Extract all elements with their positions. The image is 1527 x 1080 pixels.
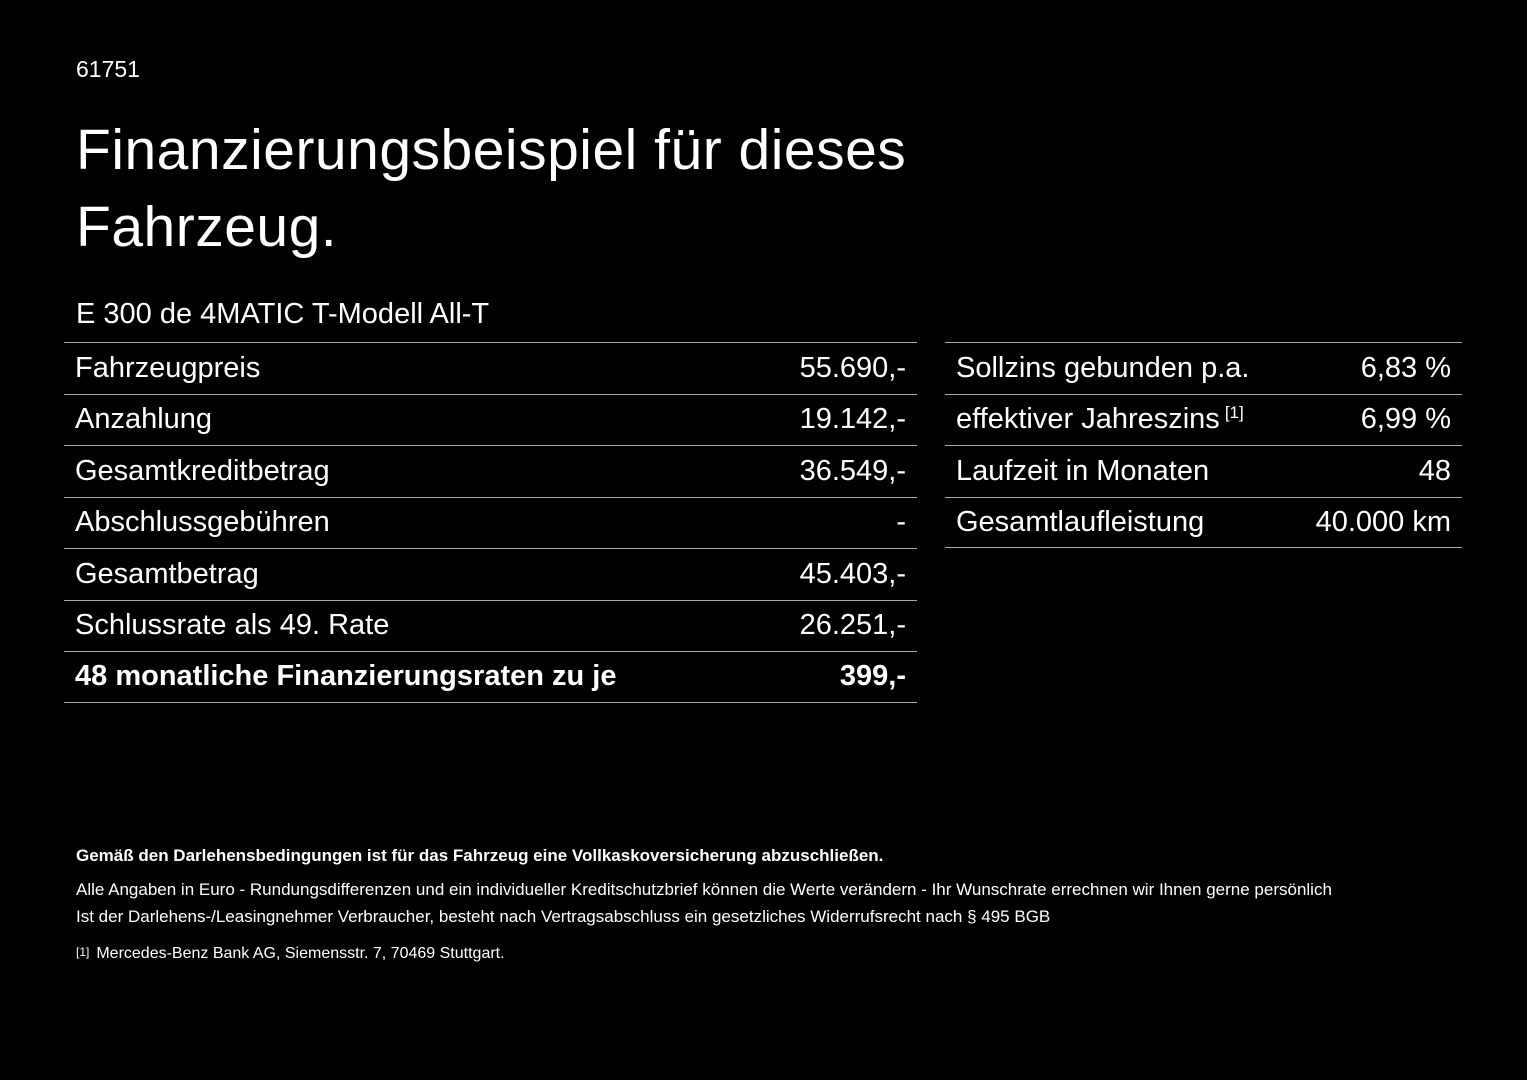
footnote-marker: [1]: [76, 945, 90, 959]
row-value: 48: [1418, 454, 1451, 487]
table-row-anzahlung: Anzahlung 19.142,-: [64, 393, 917, 446]
row-label: 48 monatliche Finanzierungsraten zu je: [75, 660, 617, 693]
financing-table-left: Fahrzeugpreis 55.690,- Anzahlung 19.142,…: [64, 342, 917, 703]
row-label: Sollzins gebunden p.a.: [956, 351, 1250, 384]
table-row-gesamtlaufleistung: Gesamtlaufleistung 40.000 km: [945, 496, 1462, 548]
footnote-ref: [1]: [1224, 403, 1244, 423]
table-row-sollzins: Sollzins gebunden p.a. 6,83 %: [945, 342, 1462, 394]
row-value: 6,83 %: [1360, 351, 1451, 384]
doc-number: 61751: [76, 56, 140, 82]
table-row-laufzeit: Laufzeit in Monaten 48: [945, 445, 1462, 497]
footer: Gemäß den Darlehensbedingungen ist für d…: [76, 846, 1468, 963]
footer-note-1: Alle Angaben in Euro - Rundungsdifferenz…: [76, 880, 1332, 899]
table-row-effektiver-jahreszins: effektiver Jahreszins [1] 6,99 %: [945, 393, 1462, 446]
row-value: 36.549,-: [799, 454, 906, 487]
footer-note-2: Ist der Darlehens-/Leasingnehmer Verbrau…: [76, 907, 1051, 926]
row-value: 45.403,-: [799, 557, 906, 590]
row-label: Gesamtkreditbetrag: [75, 454, 330, 487]
row-label-text: effektiver Jahreszins: [956, 403, 1220, 436]
table-row-gesamtbetrag: Gesamtbetrag 45.403,-: [64, 548, 917, 600]
footnote: [1] Mercedes-Benz Bank AG, Siemensstr. 7,…: [76, 945, 1468, 963]
row-label: Gesamtbetrag: [75, 557, 259, 590]
row-value: -: [896, 506, 906, 539]
row-label: Anzahlung: [75, 403, 213, 436]
row-label: effektiver Jahreszins [1]: [956, 403, 1244, 436]
row-label: Gesamtlaufleistung: [956, 505, 1205, 538]
page-title-line1: Finanzierungsbeispiel für dieses: [76, 118, 907, 182]
page-title: Finanzierungsbeispiel für dieses Fahrzeu…: [76, 112, 906, 266]
row-label: Fahrzeugpreis: [75, 351, 261, 384]
table-row-monatsrate: 48 monatliche Finanzierungsraten zu je 3…: [64, 651, 917, 703]
row-value: 399,-: [839, 660, 906, 693]
table-row-gesamtkreditbetrag: Gesamtkreditbetrag 36.549,-: [64, 445, 917, 497]
insurance-note: Gemäß den Darlehensbedingungen ist für d…: [76, 846, 884, 865]
footnote-text: Mercedes-Benz Bank AG, Siemensstr. 7, 70…: [96, 945, 505, 962]
table-row-abschlussgebuehren: Abschlussgebühren -: [64, 496, 917, 549]
row-label: Schlussrate als 49. Rate: [75, 609, 390, 642]
row-value: 26.251,-: [799, 609, 906, 642]
table-row-schlussrate: Schlussrate als 49. Rate 26.251,-: [64, 599, 917, 652]
row-value: 40.000 km: [1315, 505, 1451, 538]
row-value: 19.142,-: [799, 403, 906, 436]
vehicle-model: E 300 de 4MATIC T-Modell All-T: [76, 298, 490, 330]
financing-table-right: Sollzins gebunden p.a. 6,83 % effektiver…: [945, 342, 1462, 548]
table-row-fahrzeugpreis: Fahrzeugpreis 55.690,-: [64, 342, 917, 394]
page-title-line2: Fahrzeug.: [76, 195, 338, 259]
row-value: 6,99 %: [1360, 403, 1451, 436]
row-value: 55.690,-: [799, 351, 906, 384]
row-label: Laufzeit in Monaten: [956, 454, 1210, 487]
row-label: Abschlussgebühren: [75, 506, 330, 539]
